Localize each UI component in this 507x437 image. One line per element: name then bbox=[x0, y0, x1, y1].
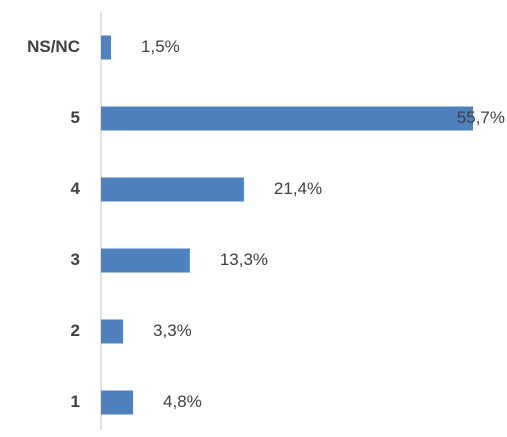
data-label: 13,3% bbox=[220, 250, 268, 269]
bar bbox=[101, 106, 473, 131]
data-label: 1,5% bbox=[141, 37, 180, 56]
bar bbox=[101, 177, 244, 202]
data-label: 3,3% bbox=[153, 321, 192, 340]
bar bbox=[101, 35, 112, 60]
data-label: 21,4% bbox=[274, 179, 322, 198]
category-label: 3 bbox=[71, 250, 80, 269]
data-label: 4,8% bbox=[163, 392, 202, 411]
data-label: 55,7% bbox=[457, 108, 505, 127]
bar bbox=[101, 390, 134, 415]
category-label: 1 bbox=[71, 392, 80, 411]
bar bbox=[101, 248, 190, 273]
category-label: 2 bbox=[71, 321, 80, 340]
bar bbox=[101, 319, 124, 344]
category-label: 4 bbox=[71, 179, 81, 198]
category-label: NS/NC bbox=[27, 37, 80, 56]
category-label: 5 bbox=[71, 108, 80, 127]
